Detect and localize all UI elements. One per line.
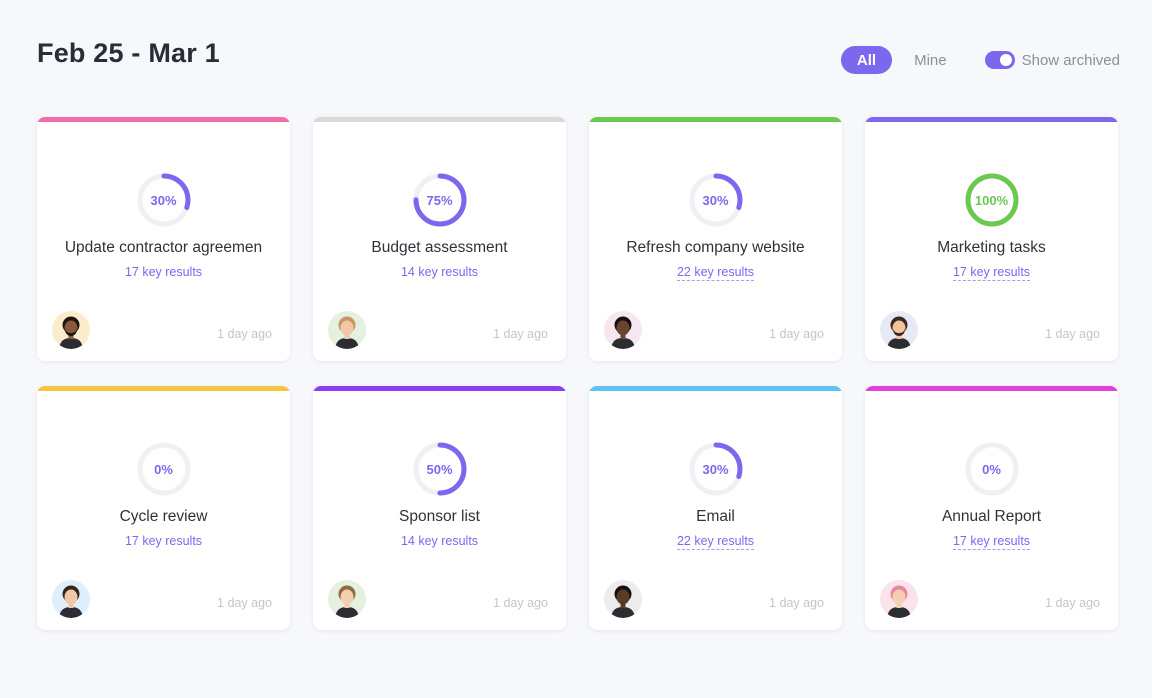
goal-name: Marketing tasks [937,239,1046,256]
toggle-switch[interactable] [984,51,1015,69]
progress-arc [137,173,190,227]
goal-color-bar [313,117,566,122]
progress-ring: 50% [411,440,469,498]
user-avatar-icon[interactable] [604,580,642,618]
updated-time: 1 day ago [217,596,272,610]
key-results-link[interactable]: 22 key results [676,265,755,281]
goal-name: Update contractor agreemen [64,239,263,256]
filter-all-button[interactable]: All [840,46,893,74]
updated-time: 1 day ago [493,327,548,341]
key-results-row: 17 key results [37,534,290,548]
goal-color-bar [313,386,566,391]
progress-ring: 30% [687,440,745,498]
progress-percent: 30% [702,192,729,208]
key-results-row: 17 key results [865,265,1118,281]
goal-name: Email [696,508,735,525]
key-results-row: 14 key results [313,534,566,548]
updated-time: 1 day ago [769,596,824,610]
user-avatar-icon[interactable] [604,311,642,349]
key-results-row: 14 key results [313,265,566,279]
toggle-knob [999,54,1012,66]
progress-track [965,442,1018,496]
goal-color-bar [589,117,842,122]
goal-color-bar [37,386,290,391]
progress-arc [413,442,466,496]
show-archived-toggle[interactable]: Show archived [984,51,1120,69]
key-results-link[interactable]: 14 key results [400,534,479,548]
key-results-link[interactable]: 17 key results [124,265,203,279]
progress-percent: 0% [154,461,173,477]
goal-name: Sponsor list [399,508,480,525]
key-results-link[interactable]: 14 key results [400,265,479,279]
page-title: Feb 25 - Mar 1 [37,38,220,68]
progress-track [137,442,190,496]
progress-ring: 0% [963,440,1021,498]
progress-arc [689,442,742,496]
goal-card[interactable]: 50% Sponsor list 14 key results 1 day ago [313,386,566,630]
filter-mine-button[interactable]: Mine [914,51,947,69]
user-avatar-icon[interactable] [52,580,90,618]
goal-color-bar [865,386,1118,391]
progress-percent: 50% [426,461,453,477]
updated-time: 1 day ago [1045,327,1100,341]
goal-name: Budget assessment [371,239,508,256]
goal-name: Cycle review [119,508,208,525]
key-results-link[interactable]: 17 key results [952,534,1031,550]
progress-percent: 30% [150,192,177,208]
key-results-link[interactable]: 22 key results [676,534,755,550]
goal-name: Refresh company website [626,239,805,256]
progress-ring: 100% [963,171,1021,229]
goal-card[interactable]: 30% Refresh company website 22 key results… [589,117,842,361]
progress-arc [413,173,466,227]
goal-card[interactable]: 0% Cycle review 17 key results 1 day ago [37,386,290,630]
goal-card[interactable]: 30% Email 22 key results 1 day ago [589,386,842,630]
progress-percent: 0% [982,461,1001,477]
progress-ring: 30% [687,171,745,229]
goal-color-bar [589,386,842,391]
key-results-row: 22 key results [589,265,842,281]
user-avatar-icon[interactable] [328,580,366,618]
user-avatar-icon[interactable] [880,580,918,618]
key-results-link[interactable]: 17 key results [124,534,203,548]
updated-time: 1 day ago [769,327,824,341]
key-results-row: 22 key results [589,534,842,550]
goal-name: Annual Report [941,508,1042,525]
progress-ring: 30% [135,171,193,229]
progress-arc [689,173,742,227]
goal-card[interactable]: 30% Update contractor agreemen 17 key resu… [37,117,290,361]
goal-card[interactable]: 75% Budget assessment 14 key results 1 day … [313,117,566,361]
goal-card[interactable]: 0% Annual Report 17 key results 1 day ago [865,386,1118,630]
key-results-link[interactable]: 17 key results [952,265,1031,281]
user-avatar-icon[interactable] [328,311,366,349]
progress-ring: 0% [135,440,193,498]
key-results-row: 17 key results [37,265,290,279]
updated-time: 1 day ago [1045,596,1100,610]
filter-bar: All Mine Show archived [840,46,1120,74]
goal-color-bar [865,117,1118,122]
progress-arc [965,173,1018,227]
goal-grid: 30% Update contractor agreemen 17 key resu… [37,117,1118,630]
user-avatar-icon[interactable] [52,311,90,349]
key-results-row: 17 key results [865,534,1118,550]
goal-color-bar [37,117,290,122]
progress-ring: 75% [411,171,469,229]
updated-time: 1 day ago [217,327,272,341]
progress-percent: 30% [702,461,729,477]
user-avatar-icon[interactable] [880,311,918,349]
progress-percent: 75% [426,192,453,208]
updated-time: 1 day ago [493,596,548,610]
goal-card[interactable]: 100% Marketing tasks 17 key results 1 day a… [865,117,1118,361]
show-archived-label: Show archived [1021,51,1120,69]
progress-percent: 100% [974,192,1009,208]
